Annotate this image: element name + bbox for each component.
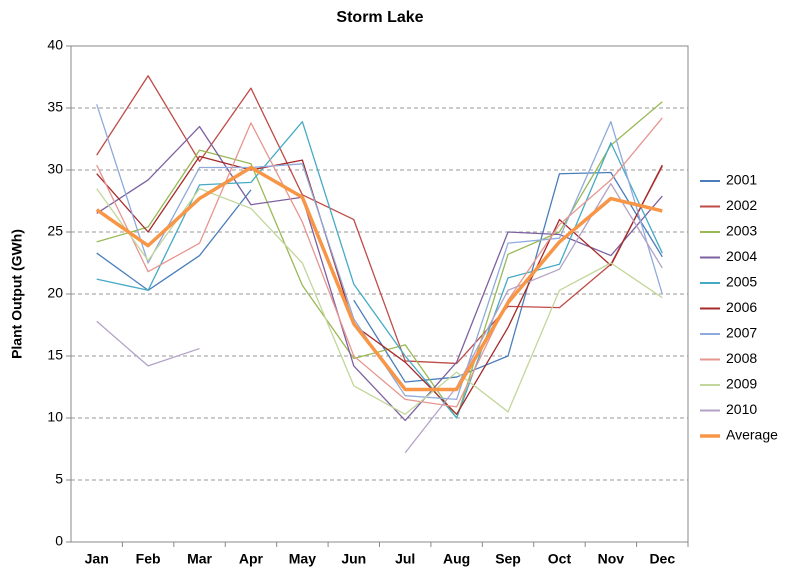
series-line bbox=[96, 120, 663, 419]
legend-label: 2004 bbox=[726, 248, 757, 264]
x-tick-label: Jul bbox=[395, 551, 415, 567]
x-tick-label: Feb bbox=[136, 551, 161, 567]
x-tick-label: Jan bbox=[85, 551, 109, 567]
legend-label: 2006 bbox=[726, 299, 757, 315]
x-tick-label: Oct bbox=[548, 551, 572, 567]
y-tick-label: 40 bbox=[47, 37, 63, 53]
x-tick-label: Aug bbox=[443, 551, 470, 567]
series-line bbox=[96, 171, 663, 383]
series-line bbox=[95, 165, 663, 392]
x-tick-label: Sep bbox=[495, 551, 521, 567]
x-tick-label: Nov bbox=[598, 551, 625, 567]
x-tick-label: May bbox=[289, 551, 316, 567]
series-line bbox=[96, 125, 663, 422]
y-tick-label: 15 bbox=[47, 347, 63, 363]
legend-label: 2009 bbox=[726, 376, 757, 392]
y-tick-label: 35 bbox=[47, 99, 63, 115]
y-tick-label: 25 bbox=[47, 223, 63, 239]
y-tick-label: 20 bbox=[47, 285, 63, 301]
legend-label: Average bbox=[726, 427, 778, 443]
y-tick-label: 30 bbox=[47, 161, 63, 177]
legend-label: 2010 bbox=[726, 401, 757, 417]
series-line bbox=[96, 101, 663, 419]
legend-label: 2008 bbox=[726, 350, 757, 366]
series-line bbox=[96, 75, 663, 365]
series-line bbox=[96, 155, 663, 415]
series-line bbox=[96, 187, 663, 415]
legend-label: 2003 bbox=[726, 223, 757, 239]
x-tick-label: Apr bbox=[239, 551, 264, 567]
series-line bbox=[96, 117, 663, 408]
y-tick-label: 10 bbox=[47, 409, 63, 425]
legend-label: 2002 bbox=[726, 197, 757, 213]
y-tick-label: 0 bbox=[55, 533, 63, 549]
y-axis-title: Plant Output (GWh) bbox=[9, 229, 25, 359]
x-tick-label: Mar bbox=[187, 551, 212, 567]
x-tick-label: Dec bbox=[649, 551, 675, 567]
legend-label: 2001 bbox=[726, 172, 757, 188]
series-line bbox=[96, 182, 663, 454]
chart-title: Storm Lake bbox=[336, 9, 423, 26]
y-tick-label: 5 bbox=[55, 471, 63, 487]
x-tick-label: Jun bbox=[341, 551, 366, 567]
legend-label: 2007 bbox=[726, 325, 757, 341]
legend-label: 2005 bbox=[726, 274, 757, 290]
